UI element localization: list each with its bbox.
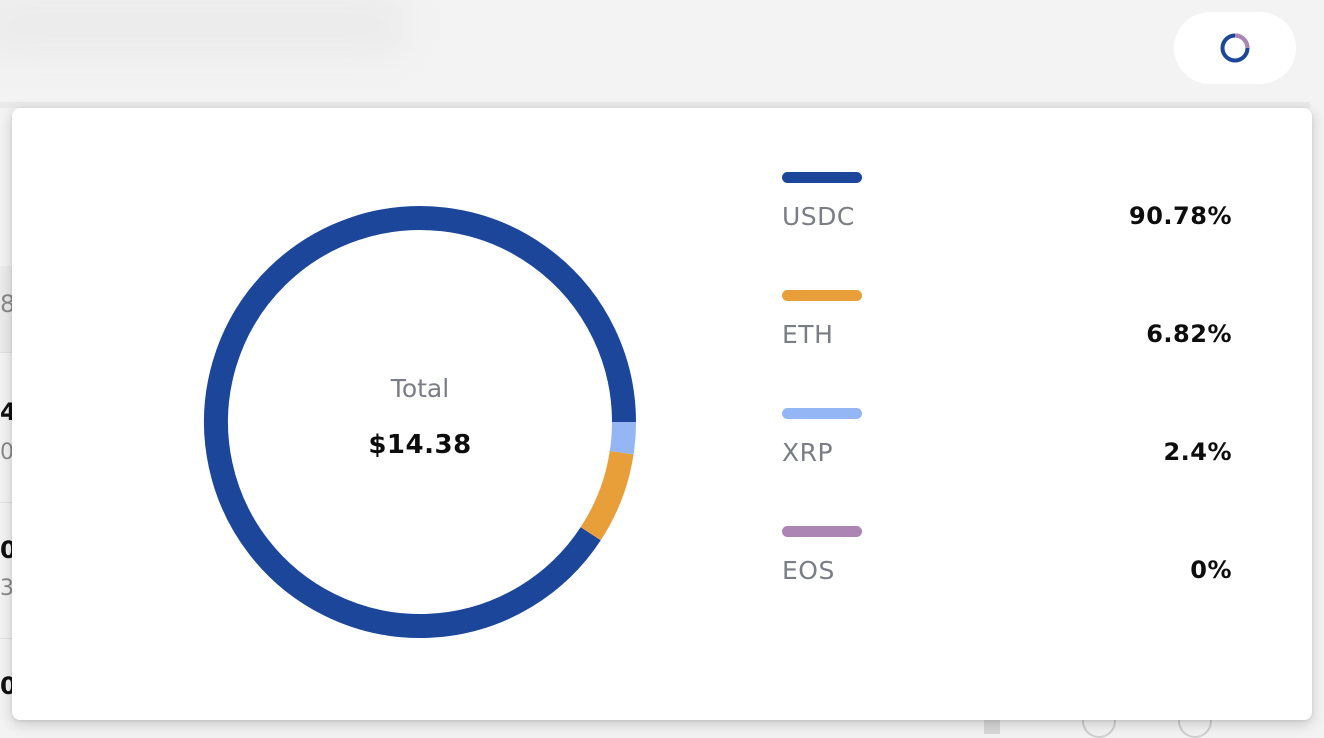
donut-svg — [204, 206, 636, 638]
portfolio-chart-toggle-button[interactable] — [1174, 12, 1296, 84]
legend-label: EOS — [782, 556, 835, 585]
background-table-header — [0, 266, 14, 352]
legend-percentage: 90.78% — [1129, 202, 1232, 230]
legend-swatch-eth — [782, 290, 862, 301]
legend-item-usdc: USDC 90.78% — [782, 172, 1232, 252]
background-header-blur — [0, 0, 410, 60]
donut-segment-eth[interactable] — [580, 450, 634, 541]
background-fragment-text: 3 — [0, 576, 14, 601]
background-fragment-text: 8 — [0, 290, 16, 318]
portfolio-distribution-card: Total $14.38 USDC 90.78% ETH 6.82% XRP 2… — [12, 108, 1312, 720]
legend-item-eos: EOS 0% — [782, 526, 1232, 606]
background-row-divider — [0, 352, 14, 353]
background-row-divider — [0, 638, 14, 639]
legend-percentage: 0% — [1190, 556, 1232, 584]
legend-item-eth: ETH 6.82% — [782, 290, 1232, 370]
allocation-donut-chart: Total $14.38 — [202, 204, 638, 640]
background-divider — [0, 102, 1310, 108]
donut-segment-xrp[interactable] — [609, 421, 636, 455]
legend-label: ETH — [782, 320, 834, 349]
legend-label: USDC — [782, 202, 855, 231]
legend-percentage: 6.82% — [1146, 320, 1232, 348]
legend-swatch-xrp — [782, 408, 862, 419]
background-row-divider — [0, 502, 14, 503]
legend-label: XRP — [782, 438, 834, 467]
legend-item-xrp: XRP 2.4% — [782, 408, 1232, 488]
donut-segment-usdc[interactable] — [204, 206, 636, 638]
legend-swatch-usdc — [782, 172, 862, 183]
donut-chart-icon — [1220, 33, 1250, 63]
legend-swatch-eos — [782, 526, 862, 537]
legend-percentage: 2.4% — [1163, 438, 1232, 466]
